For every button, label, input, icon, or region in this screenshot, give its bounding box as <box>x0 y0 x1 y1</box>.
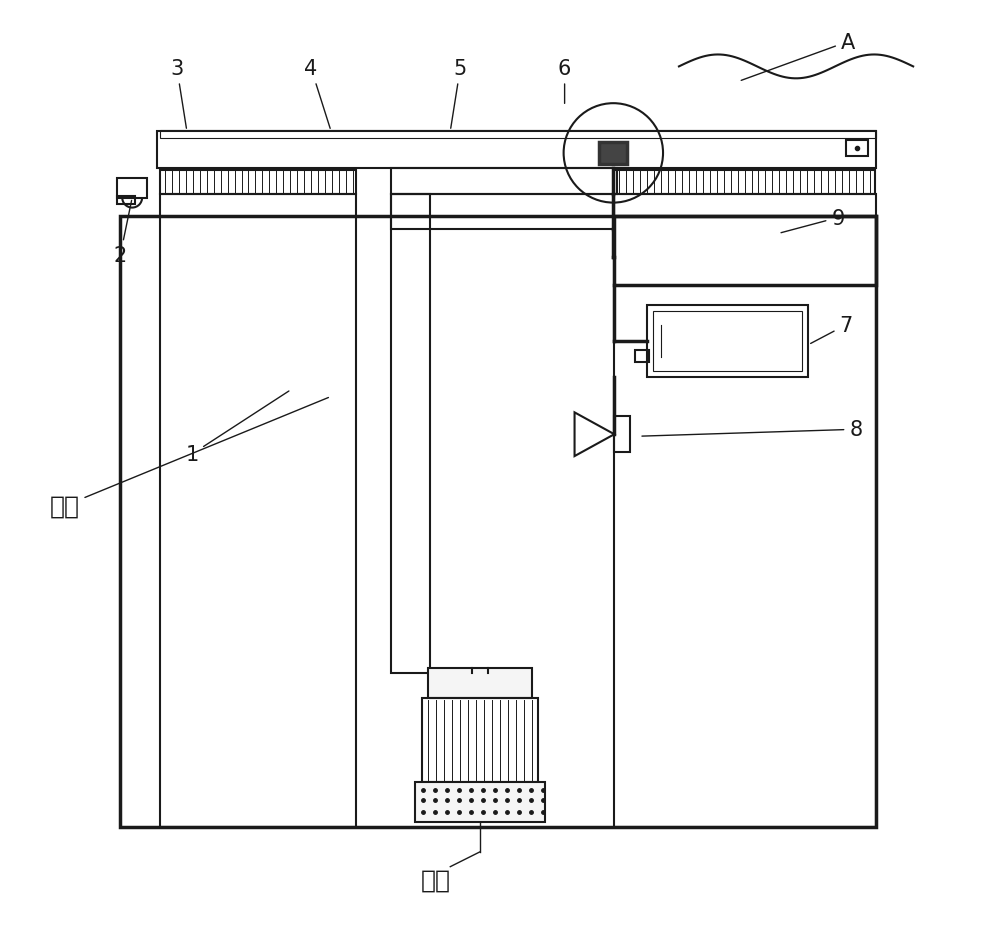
Text: A: A <box>741 32 855 81</box>
Text: 8: 8 <box>642 420 862 440</box>
Bar <box>614 417 630 452</box>
Text: 1: 1 <box>185 392 289 464</box>
Bar <box>614 194 876 827</box>
Text: 水管: 水管 <box>50 398 328 518</box>
Bar <box>635 350 649 362</box>
Bar <box>653 312 802 371</box>
Text: 2: 2 <box>114 201 132 266</box>
Bar <box>391 194 614 230</box>
Bar <box>647 306 808 378</box>
Bar <box>117 196 135 204</box>
Bar <box>160 131 876 139</box>
Text: 3: 3 <box>170 59 186 129</box>
Text: 6: 6 <box>558 59 571 104</box>
Bar <box>117 178 147 198</box>
Bar <box>120 216 876 827</box>
Bar <box>422 698 538 783</box>
Bar <box>614 216 876 286</box>
Text: 5: 5 <box>451 59 467 129</box>
Bar <box>160 171 356 194</box>
Bar <box>415 783 545 822</box>
Text: 9: 9 <box>781 209 845 233</box>
Bar <box>391 169 617 194</box>
Bar <box>846 141 868 157</box>
Bar <box>160 194 356 827</box>
Text: 4: 4 <box>304 59 330 129</box>
Bar <box>599 143 627 164</box>
Bar <box>428 668 532 698</box>
Bar <box>614 171 875 194</box>
Text: 7: 7 <box>811 315 853 345</box>
Text: 水泵: 水泵 <box>420 868 450 892</box>
Bar <box>391 194 430 673</box>
Bar <box>157 132 876 169</box>
